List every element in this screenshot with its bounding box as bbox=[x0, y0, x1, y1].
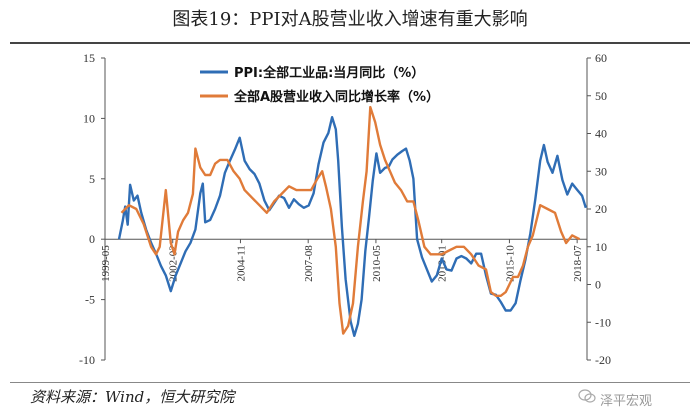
figure-title: 图表19：PPI对A股营业收入增速有重大影响 bbox=[172, 9, 528, 30]
source-note: 资料来源：Wind，恒大研究院 bbox=[30, 388, 235, 406]
left-axis-tick-label: 10 bbox=[83, 111, 95, 125]
x-axis-tick-label: 2015-10 bbox=[504, 245, 516, 282]
left-axis-tick-label: 5 bbox=[89, 172, 95, 186]
series-line-revenue bbox=[120, 105, 581, 335]
right-axis-tick-label: 50 bbox=[595, 89, 607, 103]
right-axis-tick-label: 20 bbox=[595, 202, 607, 216]
right-axis-tick-label: -20 bbox=[595, 353, 611, 367]
left-axis-tick-label: 15 bbox=[83, 51, 95, 65]
footer-divider bbox=[10, 382, 690, 383]
series-line-ppi bbox=[117, 116, 587, 337]
x-axis-tick-label: 2007-08 bbox=[303, 245, 315, 282]
x-axis-tick-label: 2010-05 bbox=[371, 245, 383, 282]
x-axis-tick-label: 2018-07 bbox=[572, 245, 584, 282]
right-axis-tick-label: 60 bbox=[595, 51, 607, 65]
legend-label: PPI:全部工业品:当月同比（%） bbox=[234, 65, 424, 81]
right-axis-tick-label: 30 bbox=[595, 164, 607, 178]
left-axis-tick-label: -5 bbox=[85, 293, 95, 307]
right-axis-tick-label: 40 bbox=[595, 127, 607, 141]
x-axis-tick-label: 1999-05 bbox=[100, 245, 112, 282]
watermark: 泽平宏观 bbox=[600, 394, 653, 409]
chart-svg: -10 -5 0 5 10 15 -20 -10 0 10 20 30 40 50 60 1999-05 200… bbox=[79, 51, 611, 367]
right-axis-tick-label: 0 bbox=[595, 278, 601, 292]
left-axis-tick-label: 0 bbox=[89, 232, 95, 246]
legend-label: 全部A股营业收入同比增长率（%） bbox=[233, 89, 439, 105]
right-axis-tick-label: 10 bbox=[595, 240, 607, 254]
wechat-icon bbox=[578, 389, 596, 403]
left-axis-tick-label: -10 bbox=[79, 353, 95, 367]
right-axis-tick-label: -10 bbox=[595, 315, 611, 329]
x-axis-tick-label: 2004-11 bbox=[235, 245, 247, 281]
title-divider bbox=[10, 42, 690, 44]
